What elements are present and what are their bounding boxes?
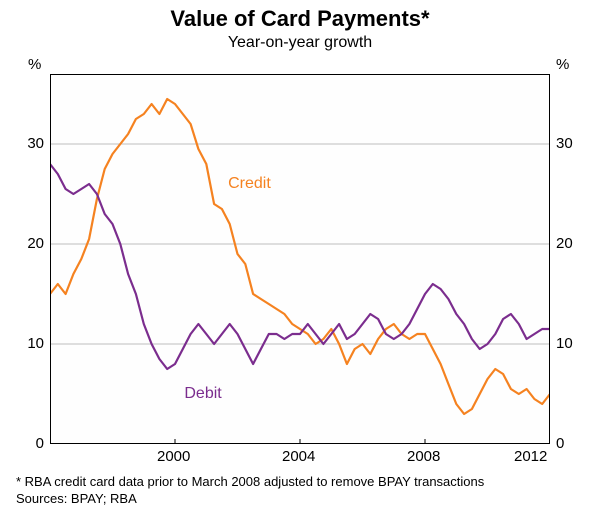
ytick-left: 0 (36, 435, 44, 452)
ytick-left: 30 (27, 135, 44, 152)
series-label-credit: Credit (228, 175, 271, 193)
chart-sources: Sources: BPAY; RBA (16, 491, 137, 506)
xtick-label: 2004 (282, 448, 315, 465)
xtick-label: 2012 (514, 448, 547, 465)
ytick-right: 30 (556, 135, 573, 152)
xtick-label: 2008 (407, 448, 440, 465)
ytick-left: 10 (27, 335, 44, 352)
chart-footnote: * RBA credit card data prior to March 20… (16, 474, 484, 489)
ytick-right: 20 (556, 235, 573, 252)
series-label-debit: Debit (184, 385, 221, 403)
ytick-right: 0 (556, 435, 564, 452)
ytick-left: 20 (27, 235, 44, 252)
ytick-right: 10 (556, 335, 573, 352)
xtick-label: 2000 (157, 448, 190, 465)
y-unit-right: % (556, 56, 569, 73)
chart-subtitle: Year-on-year growth (0, 34, 600, 52)
plot-area (50, 74, 550, 444)
y-unit-left: % (28, 56, 41, 73)
chart-container: Value of Card Payments* Year-on-year gro… (0, 0, 600, 512)
chart-title: Value of Card Payments* (0, 6, 600, 32)
plot-svg (50, 74, 550, 444)
